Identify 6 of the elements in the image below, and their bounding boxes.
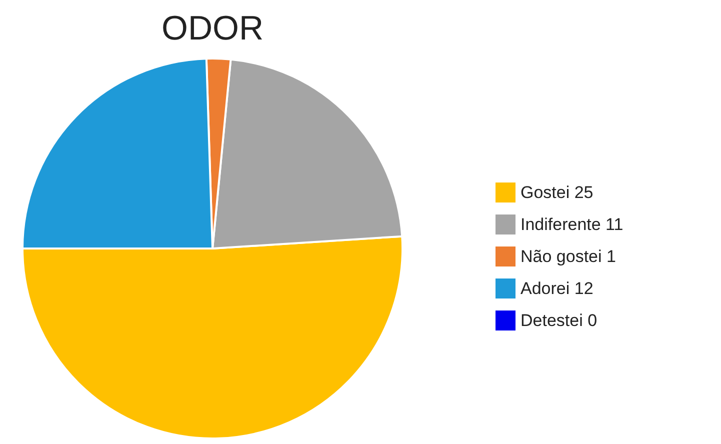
legend-label: Gostei 25 — [520, 183, 594, 202]
legend-label: Adorei 12 — [520, 279, 594, 298]
legend-label: Não gostei 1 — [520, 247, 616, 266]
chart-title: ODOR — [162, 10, 264, 48]
legend-label: Detestei 0 — [520, 311, 598, 330]
legend-label: Indiferente 11 — [520, 215, 624, 234]
